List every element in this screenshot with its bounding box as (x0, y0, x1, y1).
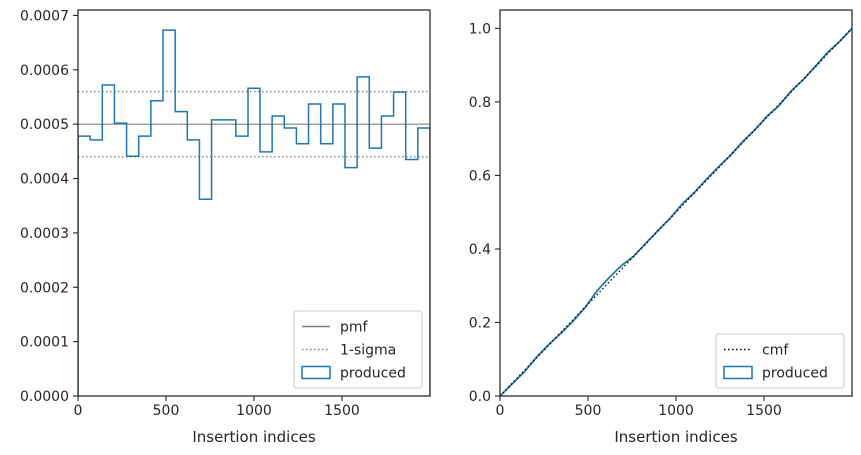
pmf-legend-box (293, 310, 423, 389)
x-tick-label: 1000 (236, 403, 272, 419)
y-tick-label: 0.0000 (20, 389, 69, 405)
y-tick-label: 0.8 (469, 95, 491, 111)
pmf-ticks: 0 500 1000 1500 0.0000 0.0001 0.0002 0.0003 0.00… (20, 8, 360, 419)
y-tick-label: 0.0 (469, 389, 491, 405)
x-tick-label: 500 (575, 403, 602, 419)
legend-label-produced: produced (762, 366, 828, 382)
produced-step-histogram (78, 29, 430, 396)
legend-swatch-produced (723, 365, 753, 380)
cmf-series-group (500, 27, 852, 396)
cmf-plot-area (500, 27, 852, 396)
cmf-chart: 0 500 1000 1500 0.0 0.2 0.4 0.6 0.8 1.0 Insertion… (469, 9, 853, 446)
x-tick-label: 1500 (324, 403, 360, 419)
y-tick-label: 1.0 (469, 21, 491, 37)
y-tick-label: 0.4 (469, 242, 491, 258)
pmf-x-axis-label: Insertion indices (192, 428, 315, 446)
cmf-legend: cmf produced (715, 333, 845, 389)
pmf-series-group (78, 29, 430, 396)
x-tick-label: 0 (74, 403, 83, 419)
pmf-plot-area (78, 29, 430, 396)
x-tick-label: 1500 (746, 403, 782, 419)
cmf-x-axis-label: Insertion indices (614, 428, 737, 446)
x-tick-label: 0 (496, 403, 505, 419)
cmf-ticks: 0 500 1000 1500 0.0 0.2 0.4 0.6 0.8 1.0 (469, 21, 782, 419)
pmf-histogram-chart: 0 500 1000 1500 0.0000 0.0001 0.0002 0.0003 0.00… (20, 8, 431, 446)
y-tick-label: 0.6 (469, 168, 491, 184)
y-tick-label: 0.0001 (20, 335, 69, 351)
y-tick-label: 0.0003 (20, 226, 69, 242)
pmf-legend: pmf 1-sigma produced (293, 310, 423, 389)
x-tick-label: 1000 (658, 403, 694, 419)
legend-label-pmf: pmf (340, 320, 369, 336)
x-tick-label: 500 (153, 403, 180, 419)
legend-label-cmf: cmf (762, 343, 789, 359)
y-tick-label: 0.2 (469, 315, 491, 331)
y-tick-label: 0.0005 (20, 117, 69, 133)
legend-label-produced: produced (340, 366, 406, 382)
legend-label-1-sigma: 1-sigma (340, 343, 396, 359)
cmf-legend-box (715, 333, 845, 389)
y-tick-label: 0.0002 (20, 280, 69, 296)
y-tick-label: 0.0004 (20, 172, 69, 188)
cmf-line (500, 27, 852, 396)
y-tick-label: 0.0006 (20, 63, 69, 79)
legend-swatch-produced (301, 365, 331, 380)
y-tick-label: 0.0007 (20, 8, 69, 24)
